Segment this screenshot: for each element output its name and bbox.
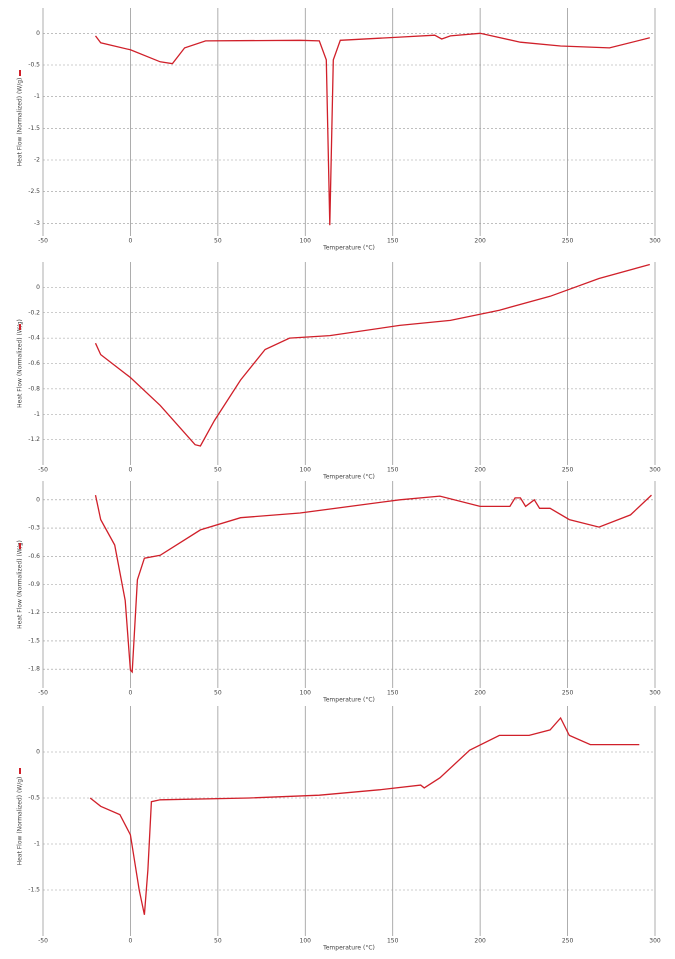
x-axis-label: Temperature (°C): [322, 945, 375, 952]
y-tick-label: -1.5: [28, 637, 40, 644]
y-axis-label: Heat Flow (Normalized) (W/g): [17, 319, 24, 408]
x-tick-label: 100: [300, 938, 312, 945]
y-tick-label: -0.5: [28, 62, 40, 69]
y-tick-label: -0.6: [28, 553, 40, 560]
y-tick-label: -0.8: [28, 385, 40, 392]
y-tick-label: -1: [34, 93, 40, 100]
heat-flow-line: [94, 32, 650, 226]
x-tick-label: -50: [38, 690, 48, 697]
x-tick-label: 50: [214, 238, 222, 245]
x-tick-label: 250: [562, 238, 574, 245]
heat-flow-line: [94, 494, 652, 674]
x-tick-label: 300: [649, 467, 661, 474]
y-tick-label: 0: [36, 496, 40, 503]
y-tick-label: -0.2: [28, 309, 40, 316]
x-tick-label: -50: [38, 467, 48, 474]
y-tick-label: 0: [36, 30, 40, 37]
x-tick-label: 50: [214, 690, 222, 697]
y-tick-label: -0.3: [28, 525, 40, 532]
x-tick-label: 100: [300, 238, 312, 245]
x-tick-label: 200: [474, 938, 486, 945]
x-tick-label: 300: [649, 690, 661, 697]
y-tick-label: -1.8: [28, 666, 40, 673]
x-tick-label: 100: [300, 467, 312, 474]
y-axis-label: Heat Flow (Normalized) (W/g): [17, 78, 24, 167]
x-tick-label: 200: [474, 467, 486, 474]
y-tick-label: -1: [34, 841, 40, 848]
y-tick-label: 0: [36, 284, 40, 291]
x-tick-label: 150: [387, 938, 399, 945]
y-tick-label: -2.5: [28, 188, 40, 195]
x-tick-label: 200: [474, 690, 486, 697]
x-tick-label: 150: [387, 238, 399, 245]
y-tick-label: -1.2: [28, 609, 40, 616]
y-tick-label: -0.9: [28, 581, 40, 588]
x-tick-label: 50: [214, 467, 222, 474]
x-axis-label: Temperature (°C): [322, 474, 375, 481]
x-axis-label: Temperature (°C): [322, 245, 375, 252]
y-axis-label: Heat Flow (Normalized) (W/g): [17, 777, 24, 866]
heat-flow-line: [89, 716, 640, 915]
x-tick-label: 100: [300, 690, 312, 697]
x-tick-label: 250: [562, 690, 574, 697]
y-tick-label: 0: [36, 749, 40, 756]
y-tick-label: -0.5: [28, 795, 40, 802]
y-tick-label: -3: [34, 220, 40, 227]
x-tick-label: 0: [129, 938, 133, 945]
y-tick-label: -1.5: [28, 125, 40, 132]
x-tick-label: 300: [649, 238, 661, 245]
heat-flow-line: [94, 263, 650, 447]
x-tick-label: 250: [562, 467, 574, 474]
y-tick-label: -1: [34, 411, 40, 418]
y-tick-label: -0.6: [28, 360, 40, 367]
x-tick-label: 0: [129, 467, 133, 474]
x-tick-label: 200: [474, 238, 486, 245]
x-tick-label: 300: [649, 938, 661, 945]
x-tick-label: 250: [562, 938, 574, 945]
x-axis-label: Temperature (°C): [322, 697, 375, 704]
x-tick-label: 50: [214, 938, 222, 945]
x-tick-label: 0: [129, 238, 133, 245]
y-axis-label: Heat Flow (Normalized) (W/g): [17, 540, 24, 629]
x-tick-label: 150: [387, 690, 399, 697]
x-tick-label: 0: [129, 690, 133, 697]
y-tick-label: -1.2: [28, 436, 40, 443]
y-tick-label: -2: [34, 157, 40, 164]
y-tick-label: -1.5: [28, 887, 40, 894]
y-tick-label: -0.4: [28, 335, 40, 342]
x-tick-label: 150: [387, 467, 399, 474]
x-tick-label: -50: [38, 938, 48, 945]
x-tick-label: -50: [38, 238, 48, 245]
